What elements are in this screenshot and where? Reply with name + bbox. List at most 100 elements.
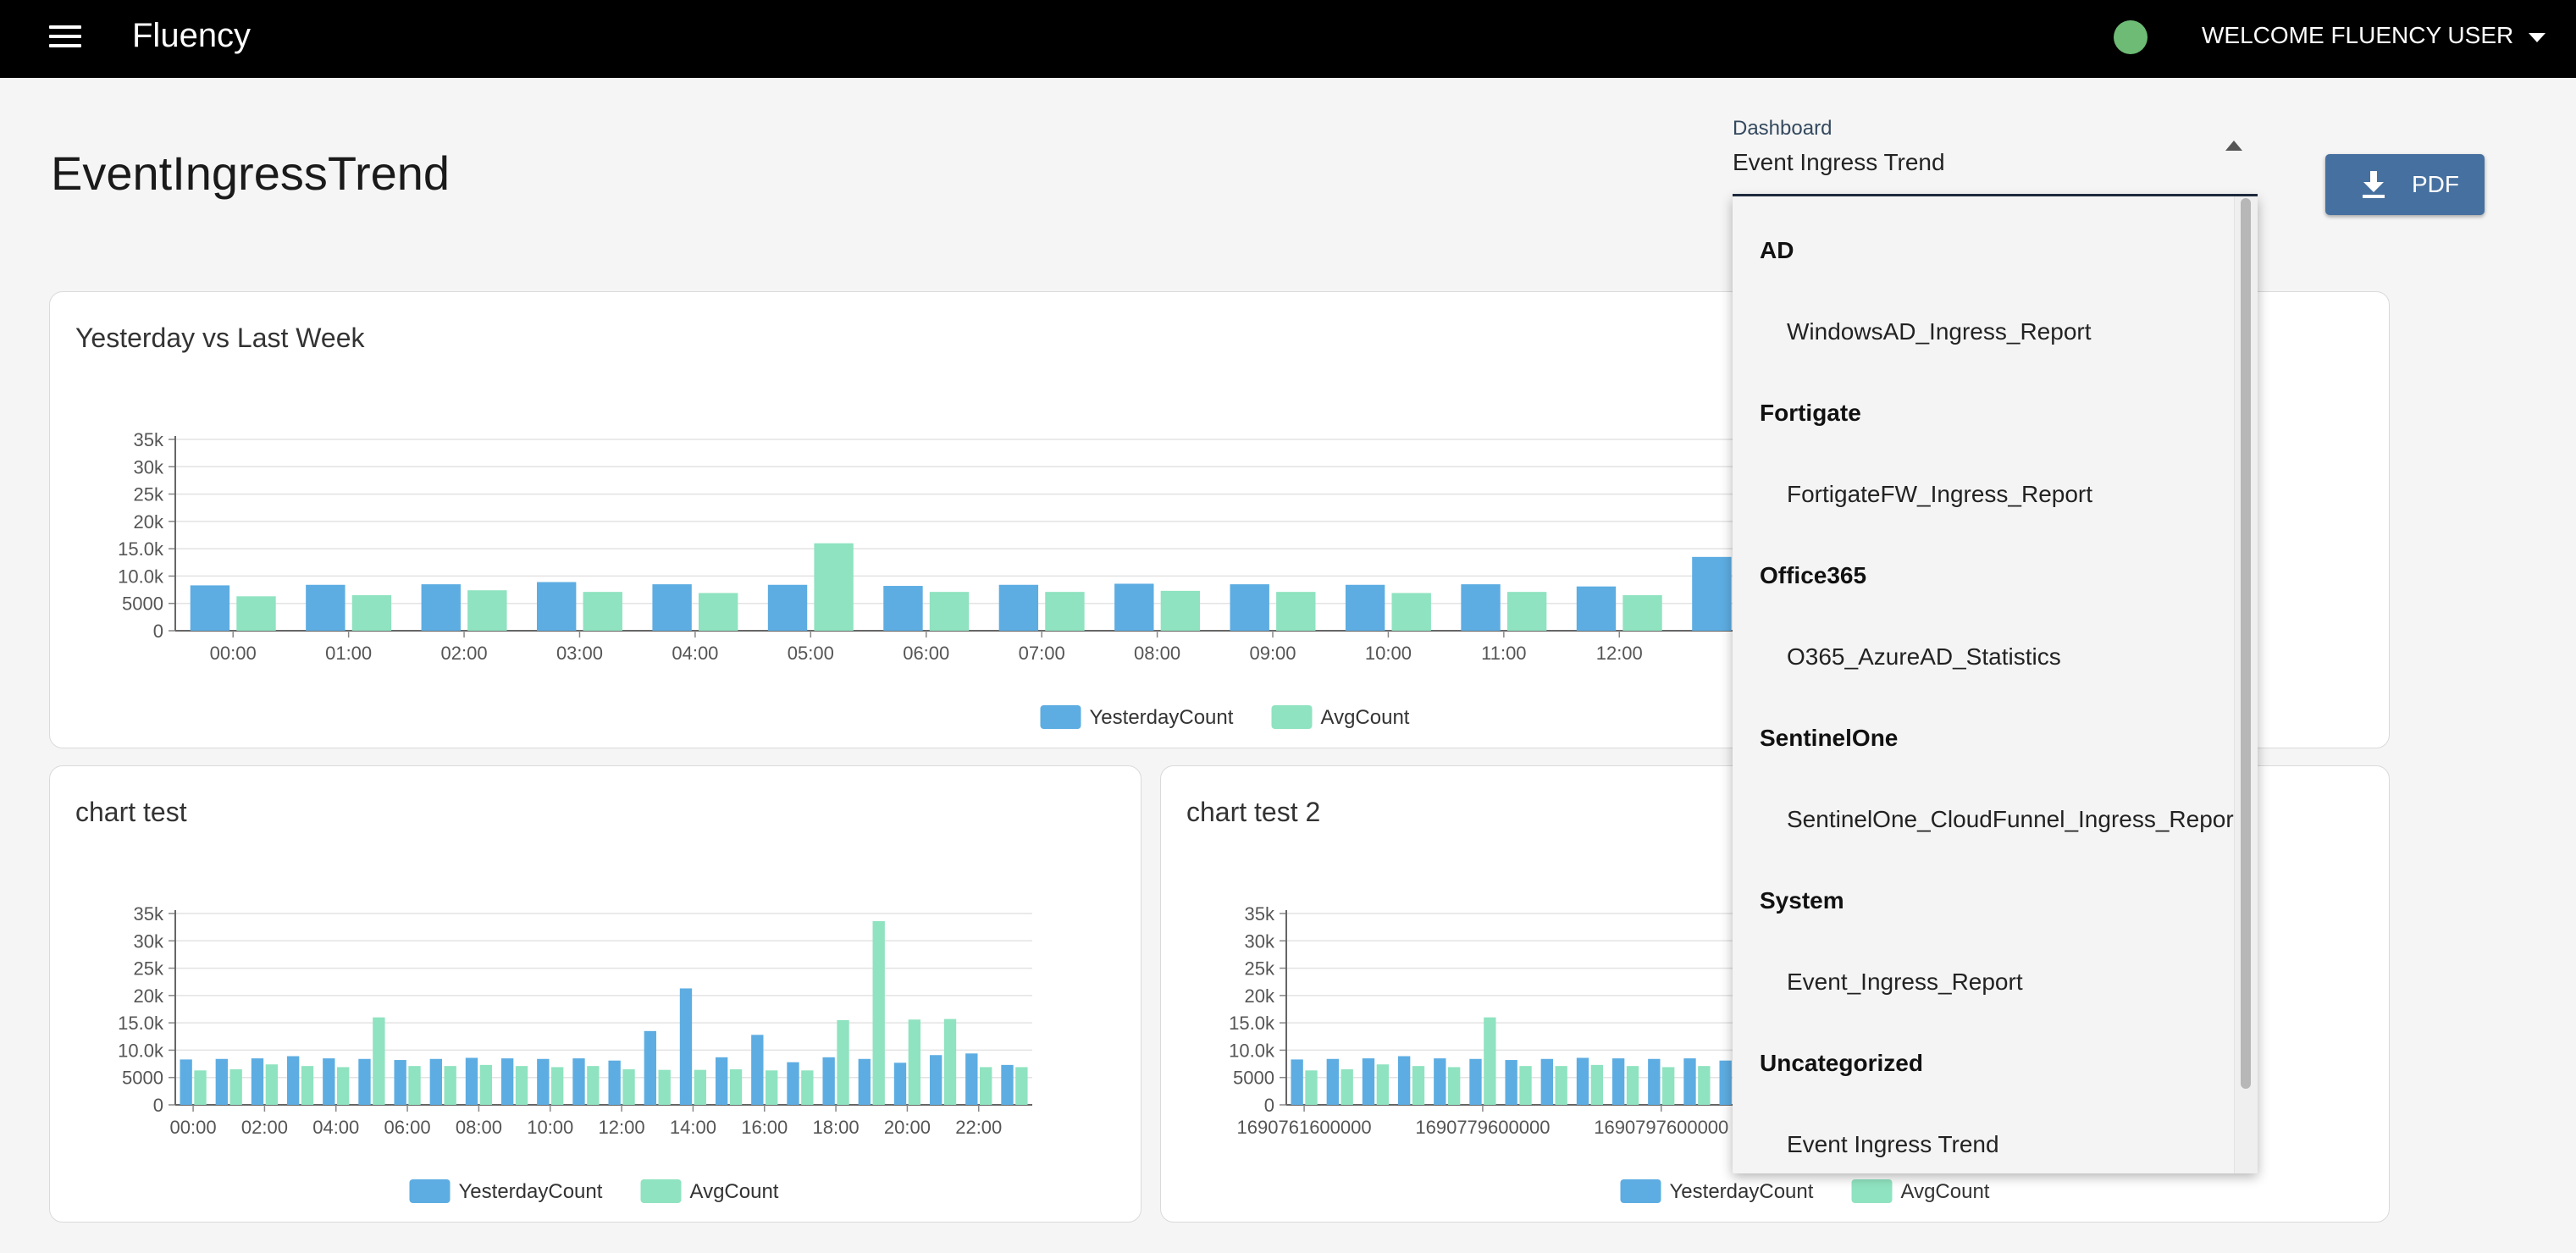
bar-yesterdaycount[interactable] (1611, 1058, 1625, 1105)
bar-avgcount[interactable] (467, 590, 507, 631)
bar-yesterdaycount[interactable] (1692, 556, 1732, 631)
dashboard-select[interactable]: Dashboard Event Ingress Trend (1733, 115, 2258, 196)
bar-yesterdaycount[interactable] (1434, 1058, 1446, 1105)
user-menu[interactable]: WELCOME FLUENCY USER (2202, 20, 2546, 51)
bar-avgcount[interactable] (872, 921, 885, 1105)
bar-avgcount[interactable] (814, 543, 854, 631)
bar-yesterdaycount[interactable] (251, 1058, 264, 1105)
dropdown-scrollbar[interactable] (2234, 196, 2258, 1173)
bar-avgcount[interactable] (229, 1069, 242, 1105)
bar-avgcount[interactable] (729, 1069, 743, 1105)
bar-yesterdaycount[interactable] (2269, 583, 2308, 631)
bar-avgcount[interactable] (551, 1067, 564, 1105)
dropdown-option-fortigatefw-ingress-report[interactable]: FortigateFW_Ingress_Report (1787, 481, 2093, 507)
bar-yesterdaycount[interactable] (1230, 584, 1269, 631)
dropdown-option-event-ingress-trend[interactable]: Event Ingress Trend (1787, 1131, 1999, 1157)
legend-swatch-avgcount[interactable] (1851, 1179, 1893, 1203)
bar-yesterdaycount[interactable] (858, 1058, 871, 1105)
bar-avgcount[interactable] (1519, 1066, 1532, 1105)
bar-yesterdaycount[interactable] (715, 1057, 728, 1105)
bar-avgcount[interactable] (1448, 1067, 1461, 1105)
bar-yesterdaycount[interactable] (679, 988, 693, 1105)
bar-avgcount[interactable] (766, 1070, 778, 1105)
bar-avgcount[interactable] (1626, 1066, 1639, 1105)
bar-yesterdaycount[interactable] (1505, 1060, 1517, 1105)
bar-yesterdaycount[interactable] (323, 1058, 335, 1105)
bar-yesterdaycount[interactable] (1461, 584, 1501, 631)
bar-avgcount[interactable] (408, 1066, 421, 1105)
bar-avgcount[interactable] (1412, 1066, 1425, 1105)
bar-yesterdaycount[interactable] (751, 1035, 764, 1105)
legend-label-avgcount[interactable]: AvgCount (690, 1180, 779, 1203)
bar-avgcount[interactable] (801, 1070, 814, 1105)
pdf-download-button[interactable]: PDF (2325, 154, 2485, 215)
bar-avgcount[interactable] (337, 1067, 350, 1105)
bar-yesterdaycount[interactable] (190, 585, 230, 631)
bar-yesterdaycount[interactable] (822, 1057, 835, 1105)
bar-yesterdaycount[interactable] (1001, 1064, 1014, 1105)
bar-avgcount[interactable] (351, 595, 392, 631)
bar-avgcount[interactable] (943, 1018, 957, 1105)
bar-avgcount[interactable] (587, 1066, 600, 1105)
bar-yesterdaycount[interactable] (1114, 583, 1154, 631)
bar-yesterdaycount[interactable] (429, 1058, 442, 1105)
bar-avgcount[interactable] (265, 1064, 279, 1105)
bar-avgcount[interactable] (837, 1019, 849, 1105)
bar-yesterdaycount[interactable] (1469, 1058, 1482, 1105)
bar-yesterdaycount[interactable] (965, 1053, 978, 1105)
bar-avgcount[interactable] (980, 1067, 992, 1105)
bar-avgcount[interactable] (583, 592, 622, 631)
bar-avgcount[interactable] (694, 1069, 707, 1105)
bar-avgcount[interactable] (622, 1069, 635, 1105)
legend-swatch-yesterdaycount[interactable] (1040, 705, 1081, 729)
bar-yesterdaycount[interactable] (1683, 1058, 1696, 1105)
bar-yesterdaycount[interactable] (998, 584, 1039, 631)
bar-yesterdaycount[interactable] (286, 1056, 300, 1105)
bar-avgcount[interactable] (1160, 590, 1201, 631)
legend-swatch-avgcount[interactable] (1271, 705, 1313, 729)
bar-yesterdaycount[interactable] (500, 1058, 514, 1105)
bar-yesterdaycount[interactable] (306, 584, 345, 631)
dropdown-option-sentinelone-cloudfunnel-ingress-report[interactable]: SentinelOne_CloudFunnel_Ingress_Report (1787, 806, 2241, 832)
dropdown-option-o365-azuread-statistics[interactable]: O365_AzureAD_Statistics (1787, 643, 2061, 670)
bar-avgcount[interactable] (1484, 1017, 1496, 1105)
bar-avgcount[interactable] (515, 1066, 528, 1105)
bar-yesterdaycount[interactable] (465, 1057, 478, 1105)
bar-avgcount[interactable] (1622, 595, 1662, 631)
bar-avgcount[interactable] (1045, 592, 1085, 631)
legend-label-yesterdaycount[interactable]: YesterdayCount (1090, 706, 1234, 729)
bar-yesterdaycount[interactable] (215, 1058, 228, 1105)
bar-avgcount[interactable] (1305, 1070, 1318, 1105)
bar-yesterdaycount[interactable] (883, 586, 923, 631)
bar-yesterdaycount[interactable] (1576, 586, 1617, 631)
bar-avgcount[interactable] (929, 592, 970, 631)
bar-avgcount[interactable] (1015, 1067, 1028, 1105)
bar-avgcount[interactable] (1506, 592, 1547, 631)
bar-yesterdaycount[interactable] (1540, 1058, 1553, 1105)
dropdown-option-windowsad-ingress-report[interactable]: WindowsAD_Ingress_Report (1787, 318, 2092, 345)
bar-yesterdaycount[interactable] (1345, 584, 1385, 631)
bar-avgcount[interactable] (1698, 1066, 1711, 1105)
bar-yesterdaycount[interactable] (929, 1055, 943, 1105)
bar-yesterdaycount[interactable] (787, 1062, 799, 1105)
bar-yesterdaycount[interactable] (644, 1030, 656, 1105)
bar-yesterdaycount[interactable] (1362, 1058, 1375, 1105)
bar-yesterdaycount[interactable] (767, 584, 808, 631)
bar-yesterdaycount[interactable] (1397, 1056, 1411, 1105)
legend-label-avgcount[interactable]: AvgCount (1901, 1180, 1990, 1203)
bar-avgcount[interactable] (2316, 546, 2355, 631)
bar-yesterdaycount[interactable] (537, 1058, 550, 1105)
bar-yesterdaycount[interactable] (1291, 1059, 1303, 1105)
bar-avgcount[interactable] (479, 1064, 493, 1105)
bar-yesterdaycount[interactable] (1326, 1058, 1339, 1105)
bar-yesterdaycount[interactable] (652, 584, 692, 631)
bar-yesterdaycount[interactable] (358, 1058, 371, 1105)
bar-yesterdaycount[interactable] (180, 1059, 192, 1105)
legend-label-yesterdaycount[interactable]: YesterdayCount (1670, 1180, 1814, 1203)
hamburger-menu-icon[interactable] (49, 25, 81, 52)
bar-avgcount[interactable] (236, 596, 276, 631)
bar-avgcount[interactable] (1590, 1064, 1604, 1105)
bar-avgcount[interactable] (908, 1019, 921, 1105)
bar-yesterdaycount[interactable] (1576, 1057, 1589, 1105)
bar-yesterdaycount[interactable] (608, 1060, 621, 1105)
